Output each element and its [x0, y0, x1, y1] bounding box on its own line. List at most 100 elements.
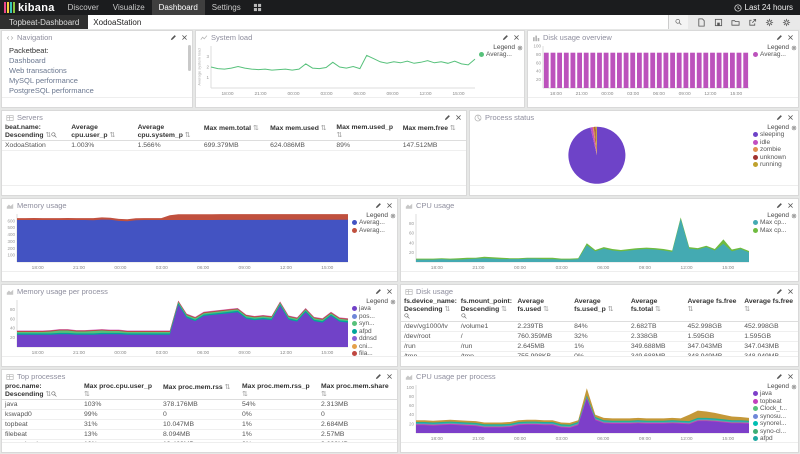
- table-row[interactable]: kswapd0 99% 0 0% 0: [2, 409, 397, 420]
- collapse-arrow[interactable]: ∧: [357, 106, 362, 107]
- sort-icon[interactable]: ⇅: [45, 132, 52, 139]
- nav-item-visualize[interactable]: Visualize: [112, 3, 145, 12]
- edit-pencil-icon[interactable]: [776, 114, 783, 121]
- legend-item[interactable]: afpd: [753, 435, 797, 442]
- legend-gear-icon[interactable]: [517, 45, 523, 51]
- column-header[interactable]: Max mem.free ⇅: [399, 123, 466, 141]
- time-picker[interactable]: Last 24 hours: [727, 3, 800, 12]
- column-header[interactable]: Max mem.used ⇅: [267, 123, 334, 141]
- column-header[interactable]: Average fs.free ⇅: [684, 297, 742, 322]
- close-icon[interactable]: [181, 34, 188, 41]
- legend-item[interactable]: synosu...: [753, 413, 797, 421]
- table-row[interactable]: filebeat 13% 8.094MB 1% 2.57MB: [2, 429, 397, 440]
- cpu-per-process-chart[interactable]: 20 40 60 80 100 18:00 21:00 00:00 03:00 06:00 09:0…: [401, 382, 752, 442]
- collapse-arrow[interactable]: ∧: [197, 365, 202, 366]
- memory-usage-chart[interactable]: 100 200 300 400 500 600 18:00 21:00 00:00 03:00 06…: [2, 211, 351, 271]
- legend-item[interactable]: Averag...: [352, 227, 396, 235]
- column-search-icon[interactable]: [461, 313, 467, 319]
- table-row[interactable]: XodoaStation 1.003% 1.566% 699.379MB 624.086…: [2, 140, 466, 151]
- nav-link-dashboard[interactable]: Dashboard: [9, 56, 46, 65]
- close-icon[interactable]: [787, 288, 794, 295]
- column-header[interactable]: Max proc.mem.rss ⇅: [160, 382, 239, 400]
- edit-pencil-icon[interactable]: [444, 114, 451, 121]
- options-icon[interactable]: [782, 18, 791, 27]
- edit-pencil-icon[interactable]: [170, 34, 177, 41]
- sort-icon[interactable]: ⇅: [449, 125, 456, 132]
- legend-item[interactable]: syn...: [352, 320, 396, 328]
- panel-header[interactable]: CPU usage: [401, 199, 798, 211]
- edit-pencil-icon[interactable]: [776, 34, 783, 41]
- legend-item[interactable]: Averag...: [753, 51, 797, 59]
- legend-gear-icon[interactable]: [791, 45, 797, 51]
- panel-header[interactable]: Memory usage: [2, 199, 397, 211]
- process-status-pie[interactable]: [470, 123, 752, 185]
- column-header[interactable]: Max proc.mem.share ⇅: [318, 382, 397, 400]
- panel-header[interactable]: Top processes: [2, 370, 397, 382]
- save-dashboard-icon[interactable]: [714, 18, 723, 27]
- collapse-arrow[interactable]: ∧: [660, 106, 665, 107]
- column-search-icon[interactable]: [404, 313, 410, 319]
- edit-pencil-icon[interactable]: [375, 202, 382, 209]
- legend-item[interactable]: Averag...: [479, 51, 523, 59]
- sort-icon[interactable]: ⇅: [444, 306, 451, 313]
- table-row[interactable]: syno-cloud-sync10%13.469MB2%3.699MB: [2, 439, 397, 442]
- search-button[interactable]: [668, 15, 688, 29]
- legend-item[interactable]: cni...: [352, 343, 396, 351]
- disk-usage-overview-chart[interactable]: 20 40 60 80 100 18:00 21:00 00:00 03:00 06:00 09:0…: [528, 43, 752, 97]
- sort-icon[interactable]: ⇅: [242, 391, 248, 398]
- column-header[interactable]: Average cpu.system_p ⇅: [134, 123, 201, 141]
- panel-header[interactable]: Disk usage: [401, 285, 798, 297]
- panel-header[interactable]: Process status: [470, 111, 798, 123]
- legend-item[interactable]: ddnsd: [352, 335, 396, 343]
- sort-icon[interactable]: ⇅: [543, 306, 549, 313]
- legend-item[interactable]: java: [352, 305, 396, 313]
- close-icon[interactable]: [455, 114, 462, 121]
- legend-item[interactable]: pos...: [352, 313, 396, 321]
- legend-gear-icon[interactable]: [791, 213, 797, 219]
- legend-item[interactable]: fila...: [352, 350, 396, 356]
- memory-per-process-chart[interactable]: 20 40 60 80 18:00 21:00 00:00 03:00 06:00 09:00 12…: [2, 297, 351, 356]
- new-dashboard-icon[interactable]: [697, 17, 706, 27]
- edit-pencil-icon[interactable]: [776, 288, 783, 295]
- column-header[interactable]: beat.name: Descending ⇅: [2, 123, 69, 141]
- legend-item[interactable]: Clock_t...: [753, 405, 797, 413]
- panel-header[interactable]: Servers: [2, 111, 466, 123]
- sort-icon[interactable]: ⇅: [45, 391, 52, 398]
- legend-item[interactable]: java: [753, 390, 797, 398]
- table-row[interactable]: /dev/root/760.359MB 32% 2.338GB 1.595GB 1.59…: [401, 331, 798, 342]
- kibana-logo[interactable]: kibana: [0, 2, 61, 14]
- sort-icon[interactable]: ⇅: [336, 132, 343, 139]
- column-search-icon[interactable]: [51, 391, 57, 397]
- sort-icon[interactable]: ⇅: [224, 384, 231, 391]
- legend-item[interactable]: Max cp...: [753, 219, 797, 227]
- legend-item[interactable]: syno-cl...: [753, 428, 797, 436]
- table-row[interactable]: /tmp/tmp755.998KB0%349.688MB348.949MB348…: [401, 351, 798, 356]
- legend-gear-icon[interactable]: [791, 384, 797, 390]
- close-icon[interactable]: [787, 114, 794, 121]
- column-header[interactable]: fs.mount_point: Descending ⇅: [457, 297, 515, 322]
- settings-gear-icon[interactable]: [765, 18, 774, 27]
- nav-link-mysql-performance[interactable]: MySQL performance: [9, 76, 78, 85]
- legend-gear-icon[interactable]: [791, 125, 797, 131]
- nav-item-discover[interactable]: Discover: [67, 3, 99, 12]
- sort-icon[interactable]: ⇅: [184, 132, 191, 139]
- close-icon[interactable]: [386, 202, 393, 209]
- sort-icon[interactable]: ⇅: [84, 391, 90, 398]
- panel-header[interactable]: System load: [196, 31, 524, 43]
- close-icon[interactable]: [386, 288, 393, 295]
- column-header[interactable]: proc.name: Descending ⇅: [2, 382, 81, 400]
- system-load-chart[interactable]: 1 2 3 Average system load 18:00 21:00 00:00 03:…: [196, 43, 478, 97]
- collapse-arrow[interactable]: ∧: [94, 106, 99, 107]
- legend-item[interactable]: Max cp...: [753, 227, 797, 235]
- sort-icon[interactable]: ⇅: [687, 306, 694, 313]
- legend-item[interactable]: topbeat: [753, 398, 797, 406]
- legend-item[interactable]: Averag...: [352, 219, 396, 227]
- table-row[interactable]: topbeat 31% 10.047MB 1% 2.684MB: [2, 419, 397, 430]
- legend-item[interactable]: synorel...: [753, 420, 797, 428]
- legend-gear-icon[interactable]: [390, 299, 396, 305]
- table-row[interactable]: /run/run 2.645MB 1% 349.688MB 347.043MB 347.0…: [401, 341, 798, 352]
- nav-item-settings[interactable]: Settings: [211, 3, 241, 12]
- column-header[interactable]: Average fs.used_p ⇅: [571, 297, 628, 322]
- collapse-arrow[interactable]: ∧: [231, 194, 236, 195]
- legend-item[interactable]: idle: [753, 139, 797, 147]
